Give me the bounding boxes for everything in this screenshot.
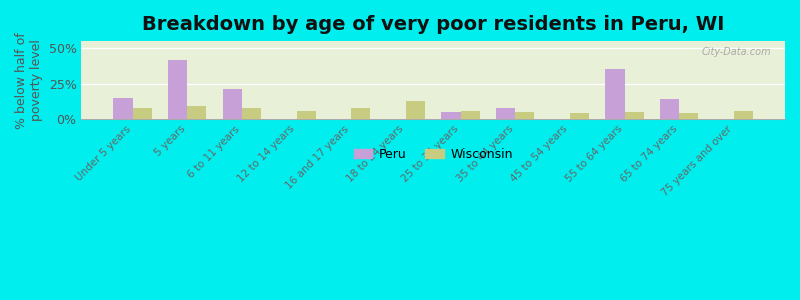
Bar <box>168 60 187 119</box>
Text: City-Data.com: City-Data.com <box>702 47 771 57</box>
Bar <box>442 112 461 119</box>
Bar <box>570 113 589 119</box>
Bar <box>461 111 480 119</box>
Bar <box>187 106 206 119</box>
Bar <box>734 111 753 119</box>
Y-axis label: % below half of
poverty level: % below half of poverty level <box>15 32 43 128</box>
Bar <box>660 99 679 119</box>
Bar <box>133 108 152 119</box>
Bar <box>606 70 625 119</box>
Bar <box>114 98 133 119</box>
Bar <box>679 113 698 119</box>
Legend: Peru, Wisconsin: Peru, Wisconsin <box>349 143 518 166</box>
Bar <box>297 111 316 119</box>
Bar <box>242 108 261 119</box>
Bar <box>496 108 515 119</box>
Bar <box>351 108 370 119</box>
Bar <box>625 112 644 119</box>
Title: Breakdown by age of very poor residents in Peru, WI: Breakdown by age of very poor residents … <box>142 15 724 34</box>
Bar <box>406 101 425 119</box>
Bar <box>222 89 242 119</box>
Bar <box>515 112 534 119</box>
